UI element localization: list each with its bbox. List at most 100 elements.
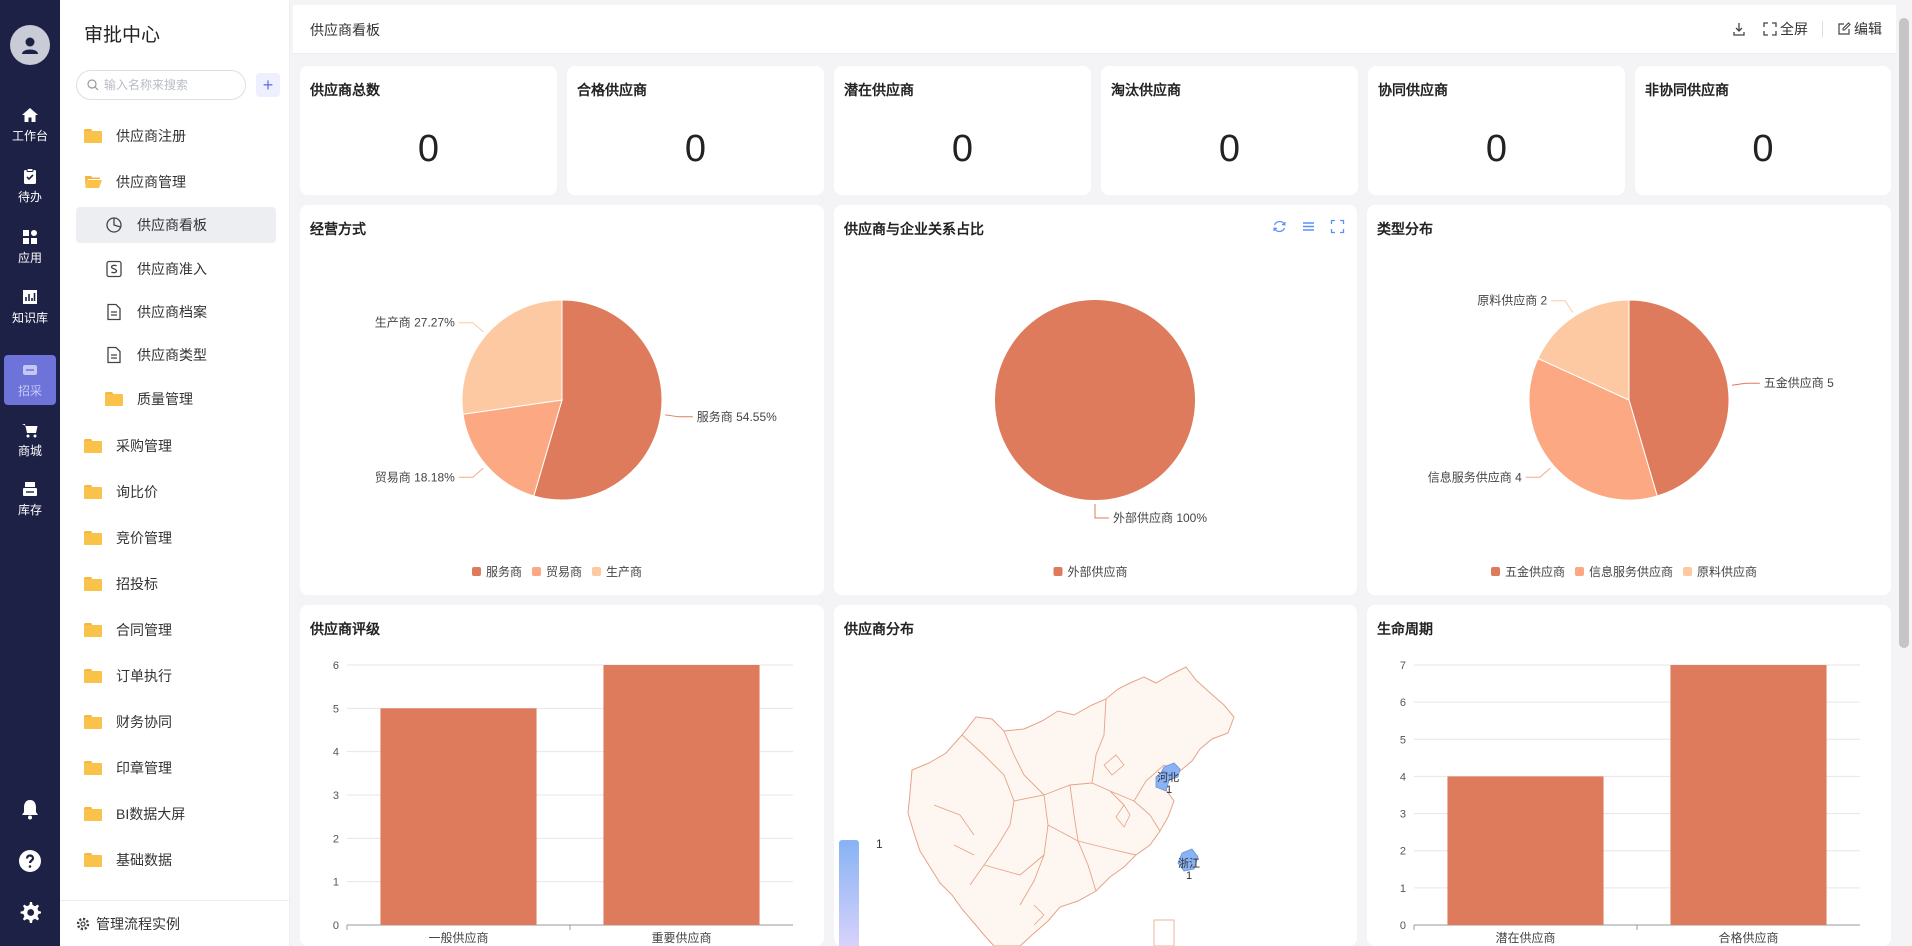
folder-icon [84, 577, 102, 591]
legend-swatch[interactable] [1053, 567, 1063, 576]
legend-swatch[interactable] [592, 567, 601, 576]
pie-slice[interactable] [1528, 357, 1658, 501]
rail-item-knowledge[interactable]: 知识库 [2, 282, 58, 332]
menu-item-bi-screen[interactable]: BI数据大屏 [84, 796, 185, 832]
menu-item-label: 供应商档案 [137, 304, 207, 320]
bar[interactable] [1670, 665, 1827, 925]
legend-label[interactable]: 服务商 [486, 564, 522, 579]
download-button[interactable] [1732, 22, 1749, 36]
menu-item-seal[interactable]: 印章管理 [84, 750, 172, 786]
lifecycle-bar-chart: 0 1 2 3 4 5 6 7 潜在供应商 合格供应商 [1400, 660, 1860, 945]
menu-item-inquiry[interactable]: 询比价 [84, 474, 158, 510]
region-label-zhejiang: 浙江 [1178, 857, 1200, 870]
stat-card-collaborative: 协同供应商 0 [1368, 66, 1625, 195]
edit-label: 编辑 [1854, 21, 1882, 37]
y-tick-label: 3 [333, 790, 339, 802]
menu-item-tender[interactable]: 招投标 [84, 566, 158, 602]
menu-item-supplier-admission[interactable]: 供应商准入 [105, 251, 207, 287]
bar[interactable] [380, 708, 537, 925]
help-button[interactable] [0, 849, 60, 873]
vertical-scrollbar[interactable] [1899, 18, 1909, 648]
add-button[interactable]: + [256, 73, 280, 97]
chart-title: 供应商分布 [844, 621, 914, 637]
rail-item-label: 工作台 [11, 129, 48, 143]
menu-item-label: 供应商看板 [137, 217, 207, 233]
inventory-icon [23, 482, 37, 496]
settings-button[interactable] [0, 900, 60, 924]
fullscreen-button[interactable]: 全屏 [1763, 19, 1808, 39]
menu-item-basic-data[interactable]: 基础数据 [84, 842, 172, 878]
rail-item-inventory[interactable]: 库存 [2, 474, 58, 524]
bar[interactable] [603, 665, 760, 925]
pie-slice[interactable] [533, 299, 663, 501]
y-tick-label: 4 [1400, 771, 1406, 783]
business-mode-card: 经营方式 服务商 54.55% 贸易商 18.18% 生产商 27.27% 服务商 贸易… [300, 205, 824, 595]
data-view-icon[interactable] [1301, 219, 1316, 234]
legend-swatch[interactable] [1491, 567, 1500, 576]
bar[interactable] [1447, 776, 1604, 925]
pie-label-line [458, 322, 484, 333]
menu-item-bidding[interactable]: 竞价管理 [84, 520, 172, 556]
legend-swatch[interactable] [1575, 567, 1584, 576]
legend-label[interactable]: 外部供应商 [1068, 564, 1128, 579]
menu-item-contract[interactable]: 合同管理 [84, 612, 172, 648]
chart-toolbox [1258, 219, 1345, 234]
legend-swatch[interactable] [1683, 567, 1692, 576]
rail-item-label: 招采 [17, 384, 42, 398]
edit-button[interactable]: 编辑 [1837, 19, 1882, 39]
rail-item-todo[interactable]: 待办 [2, 161, 58, 211]
x-tick-label: 重要供应商 [651, 930, 711, 945]
notification-button[interactable] [0, 797, 60, 821]
region-zhejiang[interactable] [1177, 848, 1199, 872]
menu-item-order[interactable]: 订单执行 [84, 658, 172, 694]
menu-item-supplier-management[interactable]: 供应商管理 [84, 164, 186, 200]
menu-item-supplier-type[interactable]: 供应商类型 [105, 337, 207, 373]
legend-label[interactable]: 生产商 [606, 564, 642, 579]
menu-item-purchase-management[interactable]: 采购管理 [84, 428, 172, 464]
legend-label[interactable]: 五金供应商 [1505, 564, 1565, 579]
legend-swatch[interactable] [472, 567, 481, 576]
rail-item-apps[interactable]: 应用 [2, 222, 58, 272]
expand-icon[interactable] [1330, 219, 1345, 234]
y-tick-label: 5 [1400, 734, 1406, 746]
legend-label[interactable]: 信息服务供应商 [1589, 564, 1673, 579]
search-input[interactable] [104, 78, 234, 92]
legend-swatch[interactable] [532, 567, 541, 576]
legend-label[interactable]: 原料供应商 [1697, 564, 1757, 579]
folder-icon [84, 669, 102, 683]
pie-slice[interactable] [461, 299, 563, 415]
stat-value: 0 [951, 128, 974, 170]
menu-item-supplier-archive[interactable]: 供应商档案 [105, 294, 207, 330]
y-tick-label: 6 [333, 660, 339, 672]
user-icon [22, 37, 38, 54]
region-hebei-south[interactable] [1155, 770, 1171, 792]
visual-map-bar[interactable] [839, 843, 859, 946]
rail-item-procurement[interactable]: 招采 [4, 355, 56, 405]
pie-label-line [664, 414, 693, 418]
rail-item-workbench[interactable]: 工作台 [2, 100, 58, 150]
relation-card: 供应商与企业关系占比 外部供应商 100% 外部供应商 [834, 205, 1357, 595]
rail-item-mall[interactable]: 商城 [2, 415, 58, 465]
refresh-icon[interactable] [1272, 219, 1287, 234]
pie-slice[interactable] [1628, 299, 1730, 497]
pie-slice[interactable] [462, 399, 563, 497]
pie-slice[interactable] [995, 300, 1195, 500]
avatar[interactable] [10, 25, 50, 65]
app-rail: 工作台 待办 应用 知识库 招采 商城 库存 [0, 0, 60, 946]
menu-item-quality-management[interactable]: 质量管理 [105, 381, 193, 417]
apps-grid-icon [23, 230, 37, 244]
manage-process-instances-link[interactable]: 管理流程实例 [60, 900, 290, 946]
menu-item-supplier-dashboard[interactable]: 供应商看板 [76, 207, 276, 243]
menu-item-finance[interactable]: 财务协同 [84, 704, 172, 740]
rail-item-label: 待办 [17, 190, 42, 204]
menu-item-label: 供应商类型 [137, 347, 207, 363]
relation-pie: 外部供应商 100% 外部供应商 [995, 300, 1207, 579]
pie-slice[interactable] [1537, 299, 1630, 401]
x-tick-label: 一般供应商 [428, 930, 488, 945]
visual-map-handle[interactable] [839, 840, 859, 846]
stat-card-qualified: 合格供应商 0 [567, 66, 824, 195]
stat-card-total: 供应商总数 0 [300, 66, 557, 195]
y-tick-label: 1 [1400, 883, 1406, 895]
legend-label[interactable]: 贸易商 [546, 564, 582, 579]
menu-item-supplier-register[interactable]: 供应商注册 [84, 118, 186, 154]
